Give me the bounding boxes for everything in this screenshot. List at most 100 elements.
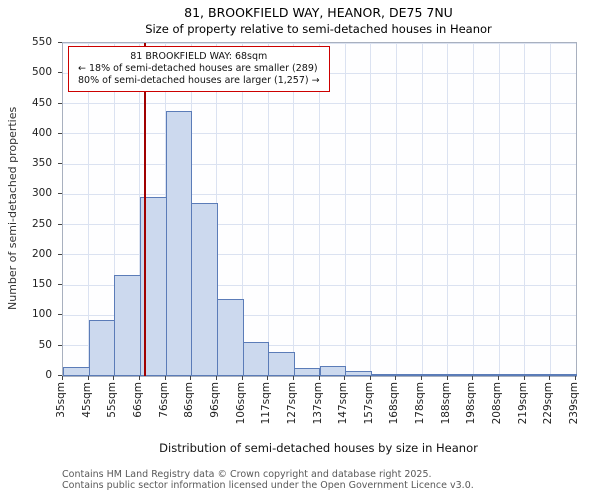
chart-subtitle: Size of property relative to semi-detach… — [145, 22, 492, 36]
x-tick-mark — [318, 376, 320, 380]
y-tick-label: 50 — [38, 338, 52, 351]
x-tick-label: 229sqm — [542, 382, 555, 425]
x-tick-label: 178sqm — [414, 382, 427, 425]
x-tick-mark — [575, 376, 576, 380]
gridline — [88, 43, 90, 376]
gridline — [447, 43, 449, 376]
annotation-smaller-text: ← 18% of semi-detached houses are smalle… — [78, 63, 318, 74]
histogram-bar — [63, 366, 90, 376]
histogram-bar — [550, 374, 577, 376]
gridline — [267, 43, 269, 376]
histogram-bar — [114, 274, 141, 376]
y-tick-label: 300 — [31, 187, 52, 200]
y-tick-mark — [58, 193, 62, 195]
x-tick-mark — [62, 376, 63, 380]
gridline — [370, 43, 372, 376]
y-tick-mark — [58, 42, 62, 43]
x-tick-mark — [472, 376, 474, 380]
x-tick-mark — [498, 376, 500, 380]
gridline — [319, 43, 320, 376]
x-tick-label: 127sqm — [285, 382, 298, 425]
x-tick-mark — [113, 376, 115, 380]
y-tick-label: 0 — [45, 369, 52, 381]
histogram-bar — [242, 341, 270, 376]
gridline — [344, 43, 346, 376]
x-tick-label: 35sqm — [55, 382, 67, 418]
gridline — [524, 43, 526, 376]
x-tick-mark — [549, 376, 551, 380]
y-tick-mark — [58, 314, 62, 316]
y-tick-mark — [58, 163, 62, 165]
x-tick-label: 106sqm — [234, 382, 247, 425]
y-tick-label: 100 — [31, 308, 52, 321]
y-axis-label: Number of semi-detached properties — [6, 106, 19, 311]
gridline — [113, 43, 115, 376]
x-tick-mark — [190, 376, 192, 380]
annotation-box: 81 BROOKFIELD WAY: 68sqm ← 18% of semi-d… — [68, 46, 330, 92]
histogram-bar — [524, 374, 552, 376]
y-tick-mark — [58, 284, 62, 286]
x-tick-mark — [87, 376, 89, 380]
x-tick-label: 188sqm — [439, 382, 452, 425]
y-tick-mark — [58, 344, 62, 346]
histogram-bar — [293, 367, 321, 376]
histogram-bar — [216, 299, 244, 376]
x-tick-label: 86sqm — [183, 382, 196, 418]
gridline — [421, 43, 423, 376]
y-tick-label: 550 — [31, 36, 52, 48]
x-tick-label: 96sqm — [208, 382, 221, 418]
x-tick-mark — [395, 376, 397, 380]
histogram-bar — [191, 202, 218, 376]
chart-title: 81, BROOKFIELD WAY, HEANOR, DE75 7NU — [184, 5, 453, 20]
x-tick-mark — [241, 376, 243, 380]
gridline — [242, 43, 244, 376]
plot-area: 81 BROOKFIELD WAY: 68sqm ← 18% of semi-d… — [62, 42, 577, 377]
x-tick-label: 198sqm — [465, 382, 478, 425]
x-tick-label: 117sqm — [260, 382, 273, 425]
footer-attribution-2: Contains public sector information licen… — [62, 480, 474, 491]
histogram-bar — [447, 374, 475, 376]
y-tick-mark — [58, 375, 62, 376]
y-tick-label: 400 — [31, 126, 52, 139]
x-tick-mark — [446, 376, 448, 380]
x-tick-mark — [369, 376, 371, 380]
x-tick-label: 157sqm — [362, 382, 375, 425]
property-size-marker-line — [144, 43, 146, 376]
y-tick-mark — [58, 253, 62, 255]
y-tick-mark — [58, 72, 62, 74]
y-tick-label: 450 — [31, 96, 52, 109]
x-tick-label: 66sqm — [131, 382, 144, 418]
x-tick-label: 76sqm — [157, 382, 170, 418]
x-tick-label: 147sqm — [337, 382, 350, 425]
gridline — [472, 43, 474, 376]
histogram-bar — [499, 374, 526, 376]
gridline — [395, 43, 397, 376]
y-tick-label: 150 — [31, 278, 52, 291]
y-tick-mark — [58, 132, 62, 134]
x-tick-label: 168sqm — [388, 382, 401, 425]
x-tick-mark — [164, 376, 166, 380]
annotation-title: 81 BROOKFIELD WAY: 68sqm — [130, 51, 268, 62]
y-tick-label: 500 — [31, 66, 52, 79]
gridline — [549, 43, 551, 376]
x-tick-label: 239sqm — [568, 382, 580, 425]
y-tick-mark — [58, 223, 62, 225]
footer-attribution-1: Contains HM Land Registry data © Crown c… — [62, 469, 432, 480]
y-tick-label: 200 — [31, 247, 52, 260]
annotation-larger-text: 80% of semi-detached houses are larger (… — [78, 75, 320, 86]
x-tick-mark — [344, 376, 346, 380]
x-tick-mark — [523, 376, 525, 380]
histogram-bar — [370, 373, 398, 376]
histogram-bar — [165, 111, 193, 376]
histogram-bar — [396, 374, 424, 376]
histogram-bar — [473, 374, 501, 376]
x-tick-label: 137sqm — [311, 382, 324, 425]
histogram-bar — [345, 371, 372, 376]
y-tick-label: 250 — [31, 217, 52, 230]
x-tick-label: 55sqm — [106, 382, 119, 418]
histogram-bar — [88, 320, 116, 376]
x-tick-label: 208sqm — [491, 382, 504, 425]
gridline — [293, 43, 295, 376]
x-axis-label: Distribution of semi-detached houses by … — [159, 441, 478, 455]
